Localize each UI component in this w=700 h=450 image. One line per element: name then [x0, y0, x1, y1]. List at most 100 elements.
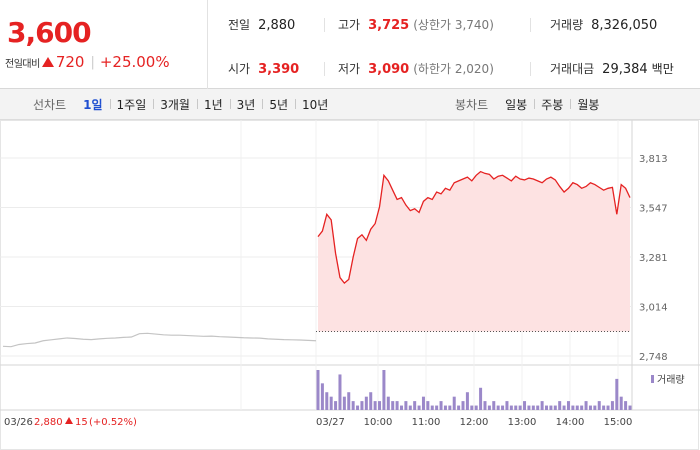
divider	[530, 18, 531, 32]
period-5y[interactable]: 5년	[262, 96, 295, 113]
volume-bar	[479, 387, 483, 410]
volume-bar	[523, 401, 527, 410]
volume-bar	[545, 405, 549, 410]
volume-bar	[549, 405, 553, 410]
stat-unit: 백만	[651, 62, 674, 76]
volume-bar	[487, 405, 491, 410]
volume-bar	[457, 405, 461, 410]
volume-bar	[378, 401, 382, 410]
volume-bar	[421, 396, 425, 410]
y-tick-label: 3,547	[639, 204, 668, 215]
current-price: 3,600	[7, 16, 92, 49]
stat-sub: (하한가 2,020)	[413, 62, 494, 76]
volume-bar	[395, 401, 399, 410]
prev-day-close: 2,880	[34, 417, 63, 428]
prev-day-percent: (+0.52%)	[89, 417, 137, 428]
candle-chart-periods: 봉차트 일봉 주봉 월봉	[455, 89, 606, 120]
volume-bar	[602, 405, 606, 410]
x-tick-label: 03/27	[316, 417, 345, 428]
stat-label: 시가	[228, 62, 251, 76]
line-chart-title: 선차트	[33, 98, 67, 112]
volume-bar	[588, 405, 592, 410]
stat-value: 3,725	[368, 18, 410, 33]
volume-bar	[505, 401, 509, 410]
quote-header: 3,600 전일대비 720 | +25.00% 전일 2,880 고가 3,7…	[0, 0, 700, 89]
volume-bar	[628, 405, 632, 410]
stat-value: 8,326,050	[591, 18, 658, 33]
price-line	[317, 170, 631, 285]
volume-bar	[351, 401, 355, 410]
change-amount: 720	[55, 53, 85, 71]
divider	[530, 62, 531, 76]
period-3m[interactable]: 3개월	[153, 96, 197, 113]
volume-bar	[435, 405, 439, 410]
volume-bar	[360, 401, 364, 410]
stat-amount: 거래대금 29,384 백만	[550, 60, 674, 77]
volume-bar	[465, 392, 469, 410]
volume-bar	[615, 378, 619, 410]
volume-bar	[606, 405, 610, 410]
period-daily[interactable]: 일봉	[505, 98, 528, 112]
volume-bar	[338, 374, 342, 410]
period-weekly[interactable]: 주봉	[534, 96, 570, 113]
volume-bar	[575, 405, 579, 410]
stat-value: 3,390	[258, 62, 300, 77]
volume-bar	[558, 401, 562, 410]
volume-bar	[408, 405, 412, 410]
x-tick-label: 10:00	[364, 417, 393, 428]
y-tick-label: 3,014	[639, 303, 668, 314]
chart-canvas: 3,813 3,547 3,281 3,014 2,748 03/27 10:00 11:00…	[0, 120, 700, 450]
stat-prev-close: 전일 2,880	[228, 16, 295, 33]
volume-bar	[356, 405, 360, 410]
stat-value: 2,880	[258, 18, 296, 33]
volume-bar	[584, 401, 588, 410]
stat-label: 거래대금	[550, 62, 595, 76]
stat-label: 저가	[338, 62, 361, 76]
volume-bar	[413, 401, 417, 410]
volume-bar	[566, 401, 570, 410]
volume-bar	[443, 405, 447, 410]
volume-bar	[610, 401, 614, 410]
volume-bar	[334, 401, 338, 410]
volume-bar	[316, 370, 320, 410]
candle-chart-title: 봉차트	[455, 98, 489, 112]
stat-label: 전일	[228, 18, 251, 32]
volume-bar	[347, 392, 351, 410]
volume-bar	[373, 401, 377, 410]
volume-bar	[540, 401, 544, 410]
stat-label: 거래량	[550, 18, 584, 32]
up-arrow-icon	[41, 57, 54, 67]
volume-bar	[527, 405, 531, 410]
volume-bar	[320, 383, 324, 410]
period-monthly[interactable]: 월봉	[570, 96, 606, 113]
prev-day-date: 03/26	[4, 417, 33, 428]
period-1y[interactable]: 1년	[196, 96, 230, 113]
period-1w[interactable]: 1주일	[109, 96, 154, 113]
volume-bar	[399, 405, 403, 410]
period-1d[interactable]: 1일	[83, 98, 103, 112]
stat-volume: 거래량 8,326,050	[550, 16, 657, 33]
volume-bar	[386, 396, 390, 410]
x-tick-label: 14:00	[556, 417, 585, 428]
x-tick-label: 12:00	[460, 417, 489, 428]
volume-bar	[536, 405, 540, 410]
period-3y[interactable]: 3년	[229, 96, 263, 113]
change-percent: +25.00%	[99, 53, 170, 71]
stat-value: 29,384	[602, 62, 648, 77]
volume-bar	[369, 392, 373, 410]
volume-bar	[509, 405, 513, 410]
volume-bar	[562, 405, 566, 410]
volume-bar	[452, 396, 456, 410]
period-10y[interactable]: 10년	[295, 96, 335, 113]
volume-bar	[382, 370, 386, 410]
volume-bar	[430, 405, 434, 410]
volume-bar	[364, 396, 368, 410]
y-tick-label: 2,748	[639, 352, 668, 363]
stat-sub: (상한가 3,740)	[413, 18, 494, 32]
x-tick-label: 15:00	[604, 417, 633, 428]
line-chart-periods: 선차트 1일 1주일 3개월 1년 3년 5년 10년	[33, 89, 335, 120]
volume-bar	[518, 405, 522, 410]
stat-label: 고가	[338, 18, 361, 32]
change-divider: |	[90, 54, 95, 70]
volume-legend-label: 거래량	[657, 374, 685, 386]
